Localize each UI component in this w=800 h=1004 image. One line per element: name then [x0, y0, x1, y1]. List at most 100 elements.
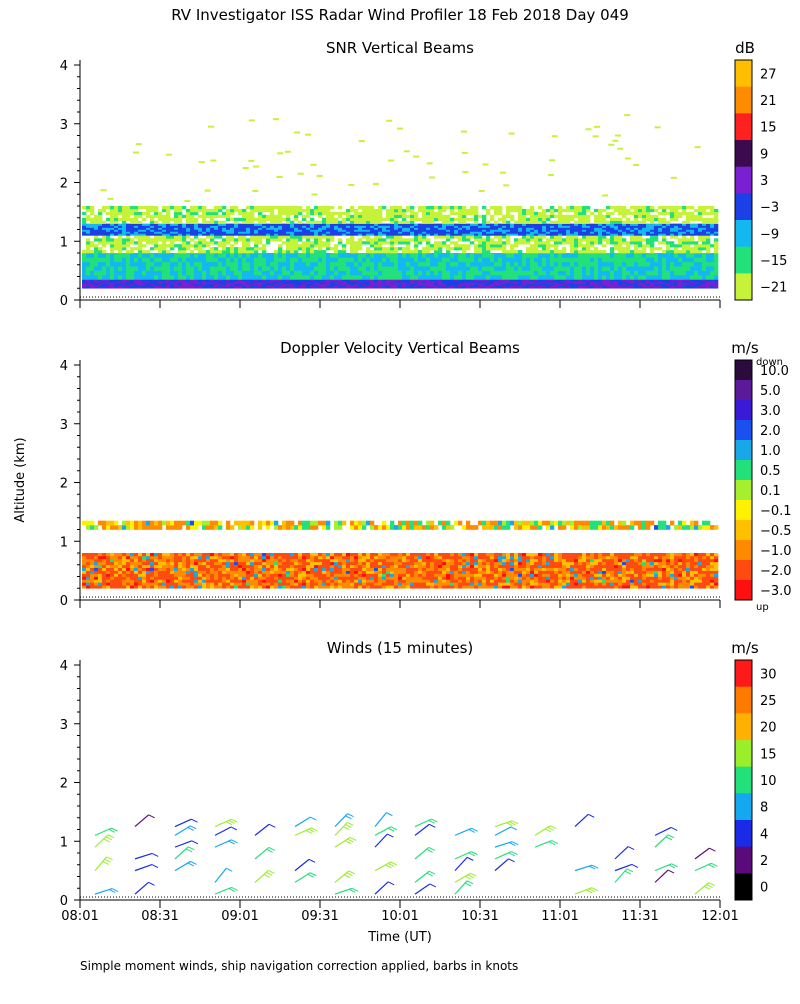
snr-cell	[86, 253, 91, 258]
doppler-cell	[270, 564, 275, 568]
snr-cell	[282, 266, 287, 271]
snr-cell	[262, 257, 267, 263]
snr-cell	[610, 235, 615, 239]
snr-cell	[210, 235, 215, 239]
snr-cell	[310, 223, 315, 226]
snr-cell	[438, 225, 443, 228]
doppler-cell	[134, 553, 139, 557]
snr-cell	[662, 211, 667, 216]
snr-cell	[434, 217, 439, 221]
snr-cell	[230, 238, 235, 242]
snr-cell	[170, 241, 175, 245]
snr-cell	[650, 229, 655, 232]
snr-cell	[426, 223, 431, 226]
snr-cell	[510, 223, 515, 226]
doppler-cell	[102, 555, 107, 560]
snr-cell	[474, 217, 479, 221]
snr-cell	[634, 280, 639, 283]
snr-cell	[414, 257, 419, 263]
snr-cell	[446, 275, 451, 280]
snr-cell	[102, 227, 107, 230]
snr-cell	[622, 275, 627, 280]
snr-cell	[462, 257, 467, 263]
doppler-cell	[262, 573, 267, 577]
snr-cell	[642, 261, 647, 267]
doppler-cell	[238, 573, 243, 577]
doppler-cell	[126, 564, 131, 568]
snr-cell	[134, 270, 139, 276]
snr-cell	[106, 233, 111, 236]
doppler-cell	[198, 573, 203, 577]
snr-cell	[550, 223, 555, 226]
snr-cell	[634, 253, 639, 258]
snr-cell	[366, 220, 371, 224]
snr-cell	[630, 253, 635, 258]
snr-cell	[342, 227, 347, 230]
snr-cell	[690, 235, 695, 239]
snr-cell	[710, 217, 715, 221]
snr-cell	[214, 241, 219, 245]
snr-cell	[322, 233, 327, 236]
doppler-cell	[170, 561, 175, 566]
snr-cell	[618, 225, 623, 228]
snr-cell	[618, 286, 623, 289]
snr-cell	[622, 282, 627, 285]
snr-cell	[674, 250, 679, 254]
snr-cell	[530, 220, 535, 224]
snr-cell	[194, 283, 199, 286]
snr-cell	[242, 266, 247, 271]
snr-cell	[134, 225, 139, 228]
snr-cell	[370, 211, 375, 216]
snr-cell	[506, 279, 511, 282]
doppler-cell	[202, 576, 207, 580]
snr-cell	[414, 244, 419, 248]
snr-cell	[682, 225, 687, 228]
snr-cell	[482, 229, 487, 232]
snr-cell	[518, 233, 523, 236]
snr-cell	[178, 208, 183, 213]
snr-cell	[682, 229, 687, 232]
doppler-cell	[262, 553, 267, 557]
doppler-cell	[258, 558, 263, 563]
snr-cell	[262, 250, 267, 254]
snr-cell	[110, 206, 115, 210]
doppler-cell	[182, 585, 187, 589]
snr-cell	[278, 280, 283, 283]
snr-cell	[218, 223, 223, 226]
snr-cell	[150, 280, 155, 283]
snr-cell	[214, 229, 219, 232]
snr-cell	[478, 282, 483, 285]
snr-cell	[526, 225, 531, 228]
snr-cell	[574, 223, 579, 226]
snr-cell	[278, 214, 283, 219]
snr-cell	[554, 244, 559, 248]
snr-cell	[254, 244, 259, 248]
snr-cell	[294, 280, 299, 283]
snr-cell	[498, 211, 503, 216]
snr-cell	[506, 275, 511, 280]
doppler-cell	[146, 570, 151, 574]
snr-cell	[510, 286, 515, 289]
snr-cell	[430, 225, 435, 228]
snr-cell	[558, 235, 563, 239]
snr-cell	[178, 217, 183, 221]
snr-cell	[402, 208, 407, 213]
snr-cell	[322, 229, 327, 232]
snr-cell	[566, 206, 571, 210]
snr-cell	[230, 266, 235, 271]
snr-cell	[714, 231, 719, 234]
snr-cell	[686, 261, 691, 267]
doppler-cell	[142, 576, 147, 580]
doppler-cell	[210, 579, 215, 583]
snr-cell	[702, 211, 707, 216]
snr-cell	[586, 220, 591, 224]
snr-cell	[466, 266, 471, 271]
snr-cell	[474, 283, 479, 286]
doppler-cell	[242, 573, 247, 577]
snr-cell	[246, 227, 251, 230]
snr-cell	[638, 270, 643, 276]
snr-cell	[174, 217, 179, 221]
snr-cell	[202, 241, 207, 245]
snr-cell	[630, 235, 635, 239]
doppler-cell	[118, 553, 123, 557]
